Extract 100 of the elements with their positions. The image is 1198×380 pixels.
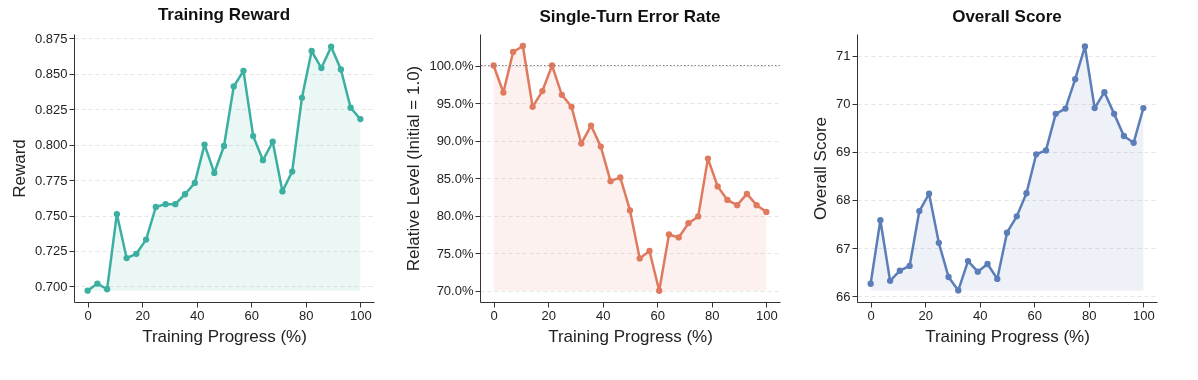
point	[308, 47, 315, 55]
y-tick-label: 0.725	[34, 243, 68, 259]
point	[994, 275, 1001, 283]
x-tick-label: 40	[972, 307, 988, 323]
point	[509, 48, 517, 56]
point	[191, 179, 198, 187]
point	[558, 91, 565, 98]
x-tick-label: 60	[244, 307, 260, 323]
point	[925, 190, 933, 197]
x-tick-label: 20	[135, 307, 150, 323]
point	[1130, 139, 1137, 146]
x-tick-label: 20	[541, 307, 556, 323]
point	[724, 196, 731, 204]
y-tick-label: 95.0%	[436, 95, 474, 111]
point	[259, 157, 267, 164]
point	[636, 255, 643, 262]
y-tick-label: 90.0%	[436, 133, 474, 149]
point	[578, 140, 585, 147]
point	[665, 231, 673, 238]
point	[250, 132, 257, 140]
point	[357, 115, 364, 123]
y-tick-label: 80.0%	[436, 208, 474, 224]
point	[1110, 110, 1118, 118]
point	[201, 141, 208, 148]
point	[133, 250, 140, 257]
point	[597, 143, 604, 150]
x-tick-label: 0	[490, 307, 498, 323]
point	[1042, 147, 1050, 154]
point	[327, 43, 335, 50]
y-tick-label: 69	[836, 144, 851, 160]
point	[220, 142, 228, 150]
point	[704, 155, 712, 162]
point	[211, 169, 218, 177]
x-tick-label: 100	[350, 307, 372, 323]
point	[1013, 213, 1020, 220]
y-axis-title: Relative Level (Initial = 1.0)	[404, 65, 424, 272]
point	[490, 62, 497, 69]
point	[123, 254, 130, 262]
y-tick-label: 0.825	[34, 101, 68, 117]
y-tick-label: 70	[836, 96, 851, 112]
point	[1023, 190, 1030, 197]
point	[318, 64, 325, 72]
point	[867, 280, 874, 287]
point	[113, 210, 121, 218]
x-tick-label: 60	[650, 307, 666, 323]
y-tick-label: 66	[836, 288, 851, 304]
x-tick-label: 40	[595, 307, 611, 323]
point	[568, 103, 575, 110]
x-tick-label: 0	[867, 307, 875, 323]
point	[964, 257, 972, 265]
point	[607, 177, 614, 185]
y-tick-label: 75.0%	[436, 245, 474, 261]
point	[974, 268, 981, 275]
point	[337, 66, 345, 73]
point	[1101, 89, 1108, 96]
point	[181, 191, 189, 198]
y-tick-label: 100.0%	[429, 58, 474, 74]
y-tick-label: 85.0%	[436, 170, 474, 186]
point	[695, 213, 702, 220]
point	[269, 138, 276, 145]
y-axis-title: Reward	[9, 139, 29, 198]
x-tick-label: 80	[1082, 307, 1097, 323]
point	[103, 286, 111, 293]
point	[548, 62, 556, 69]
point	[1003, 229, 1011, 236]
point	[1072, 76, 1079, 83]
y-tick-label: 0.750	[34, 208, 68, 223]
x-tick-label: 60	[1027, 307, 1043, 323]
point	[763, 208, 770, 216]
point	[896, 267, 904, 274]
point	[916, 207, 923, 215]
point	[94, 280, 101, 287]
point	[685, 220, 692, 227]
point	[945, 273, 952, 281]
point	[289, 168, 296, 175]
x-axis-title: Training Progress (%)	[548, 326, 713, 346]
x-tick-label: 40	[189, 307, 205, 323]
point	[935, 239, 942, 246]
y-tick-label: 0.850	[34, 66, 68, 82]
point	[162, 201, 169, 208]
point	[347, 104, 354, 111]
point	[626, 207, 634, 214]
x-tick-label: 0	[84, 307, 92, 323]
x-tick-label: 100	[756, 307, 778, 323]
point	[646, 247, 653, 255]
point	[84, 287, 91, 294]
point	[675, 234, 682, 241]
point	[1062, 105, 1069, 112]
point	[984, 260, 991, 268]
point	[617, 174, 624, 181]
y-tick-label: 67	[836, 240, 851, 256]
x-tick-label: 20	[918, 307, 933, 323]
y-tick-label: 0.775	[34, 172, 68, 188]
point	[886, 277, 894, 284]
point	[955, 287, 962, 294]
y-tick-label: 71	[836, 48, 851, 64]
x-tick-label: 80	[299, 307, 314, 323]
x-axis-title: Training Progress (%)	[925, 326, 1090, 346]
point	[230, 83, 237, 90]
point	[529, 103, 536, 110]
